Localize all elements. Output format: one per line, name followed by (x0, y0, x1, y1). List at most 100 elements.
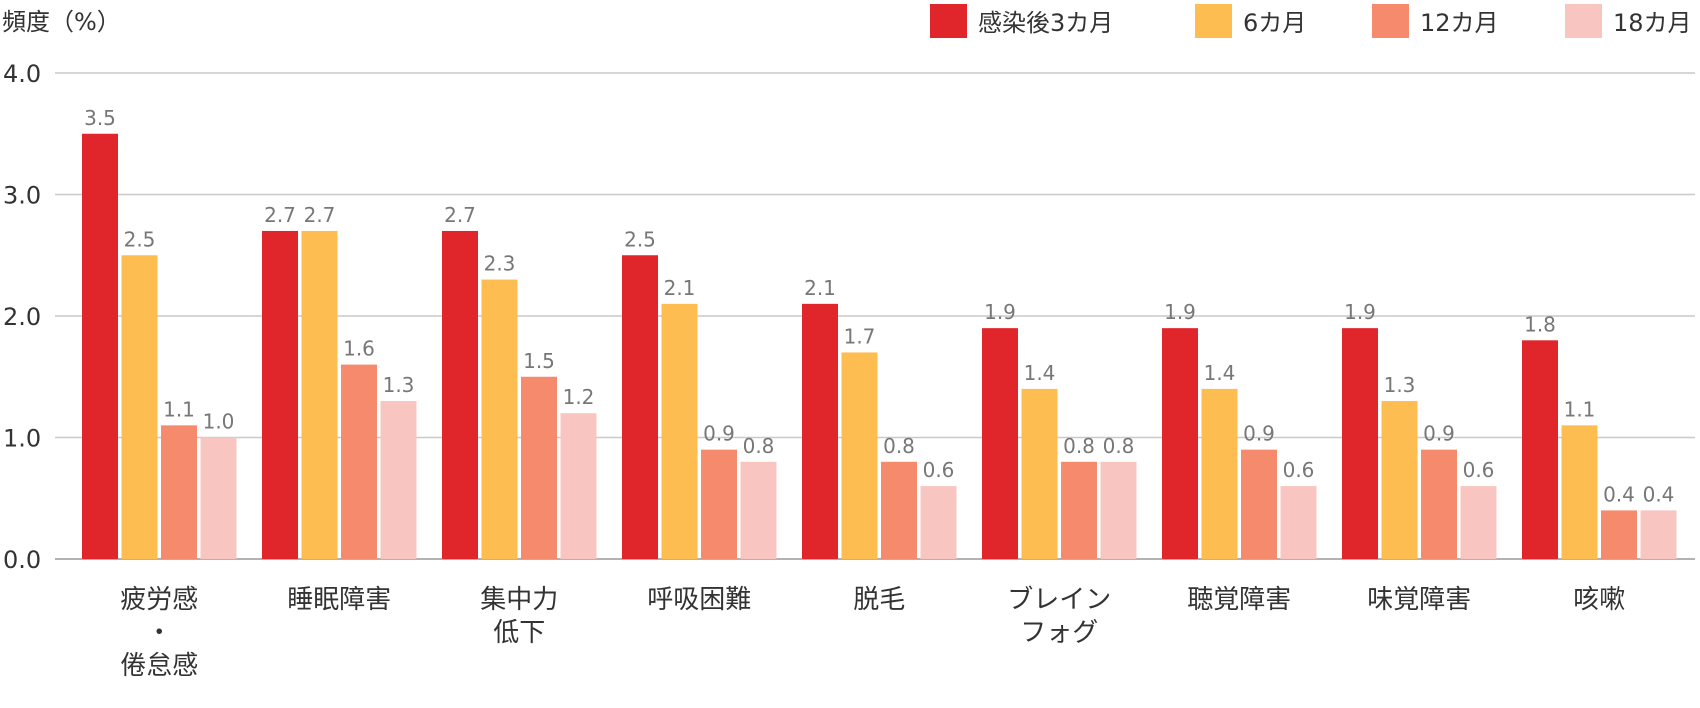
data-label: 0.8 (1063, 434, 1095, 458)
bars (82, 133, 1677, 559)
data-label: 3.5 (84, 106, 116, 130)
data-label: 2.5 (624, 227, 656, 251)
data-label: 0.9 (1243, 422, 1275, 446)
bar (82, 133, 118, 559)
data-label: 0.8 (1103, 434, 1135, 458)
data-label: 0.8 (883, 434, 915, 458)
y-tick-labels: 0.0 1.0 2.0 3.0 4.0 (3, 60, 41, 574)
bar (560, 413, 597, 559)
bar (881, 461, 917, 559)
data-label: 1.7 (844, 324, 876, 348)
category-label: 睡眠障害 (287, 585, 391, 615)
bar (1561, 425, 1598, 559)
bar (802, 303, 838, 559)
bar (1421, 449, 1457, 559)
bar (200, 437, 237, 559)
category-label: フォグ (1020, 618, 1098, 648)
legend-label: 18カ月 (1613, 9, 1692, 37)
bar (341, 364, 377, 559)
y-tick-label: 4.0 (3, 60, 41, 88)
legend-swatch (1565, 4, 1602, 38)
bar (1241, 449, 1277, 559)
data-label: 2.3 (484, 252, 516, 276)
data-label: 0.4 (1643, 482, 1675, 506)
category-label: 味覚障害 (1367, 585, 1471, 615)
category-label: ・ (146, 618, 172, 648)
data-label: 1.9 (1344, 300, 1376, 324)
bar (1162, 328, 1198, 559)
bar (1342, 328, 1378, 559)
data-label: 0.4 (1603, 482, 1635, 506)
y-tick-label: 2.0 (3, 303, 41, 331)
data-label: 2.1 (804, 276, 836, 300)
category-label: 咳嗽 (1573, 585, 1625, 615)
data-label: 2.1 (664, 276, 696, 300)
category-label: 倦怠感 (120, 651, 198, 681)
data-label: 1.1 (163, 397, 195, 421)
bar (161, 425, 197, 559)
legend-label: 感染後3カ月 (978, 9, 1113, 37)
data-label: 0.6 (1283, 458, 1315, 482)
data-label: 1.3 (1384, 373, 1416, 397)
data-label: 1.4 (1024, 361, 1056, 385)
data-label: 1.9 (984, 300, 1016, 324)
data-label: 1.6 (343, 337, 375, 361)
data-labels: 3.5 2.5 1.1 1.0 2.7 2.7 1.6 1.3 2.7 2.3 1.5 1.2 2.5 2… (84, 106, 1674, 507)
bar (380, 401, 417, 559)
bar (1522, 340, 1558, 559)
data-label: 0.9 (703, 422, 735, 446)
bar (1100, 461, 1137, 559)
bar (442, 230, 478, 559)
bar (920, 486, 957, 559)
data-label: 1.5 (523, 349, 555, 373)
bar (1640, 510, 1677, 559)
data-label: 0.8 (743, 434, 775, 458)
bar (1601, 510, 1637, 559)
bar (1201, 388, 1238, 559)
legend: 感染後3カ月 6カ月 12カ月 18カ月 (930, 4, 1692, 38)
legend-swatch (1195, 4, 1232, 38)
data-label: 2.7 (304, 203, 336, 227)
bar (121, 255, 158, 559)
data-label: 1.8 (1524, 312, 1556, 336)
data-label: 1.4 (1204, 361, 1236, 385)
category-label: 低下 (493, 618, 545, 648)
bar (521, 376, 557, 559)
data-label: 0.6 (1463, 458, 1495, 482)
data-label: 1.0 (203, 410, 235, 434)
legend-label: 12カ月 (1420, 9, 1499, 37)
data-label: 2.7 (264, 203, 296, 227)
data-label: 1.2 (563, 385, 595, 409)
category-label: 集中力 (480, 585, 558, 615)
data-label: 1.3 (383, 373, 415, 397)
legend-swatch (930, 4, 967, 38)
bar (661, 303, 698, 559)
data-label: 0.6 (923, 458, 955, 482)
y-tick-label: 3.0 (3, 182, 41, 210)
bar (1061, 461, 1097, 559)
bar (841, 352, 878, 559)
data-label: 2.7 (444, 203, 476, 227)
bar (481, 279, 518, 559)
bar (622, 255, 658, 559)
category-label: ブレイン (1007, 585, 1111, 615)
legend-label: 6カ月 (1243, 9, 1306, 37)
data-label: 0.9 (1423, 422, 1455, 446)
data-label: 2.5 (124, 227, 156, 251)
y-axis-label: 頻度（%） (2, 8, 121, 36)
category-label: 疲労感 (120, 585, 198, 615)
y-tick-label: 1.0 (3, 425, 41, 453)
bar (1460, 486, 1497, 559)
data-label: 1.1 (1564, 397, 1596, 421)
category-label: 呼吸困難 (647, 585, 751, 615)
bar (1280, 486, 1317, 559)
bar (982, 328, 1018, 559)
y-tick-label: 0.0 (3, 546, 41, 574)
data-label: 1.9 (1164, 300, 1196, 324)
category-label: 聴覚障害 (1187, 585, 1291, 615)
bar (1021, 388, 1058, 559)
bar (262, 230, 298, 559)
bar (701, 449, 737, 559)
